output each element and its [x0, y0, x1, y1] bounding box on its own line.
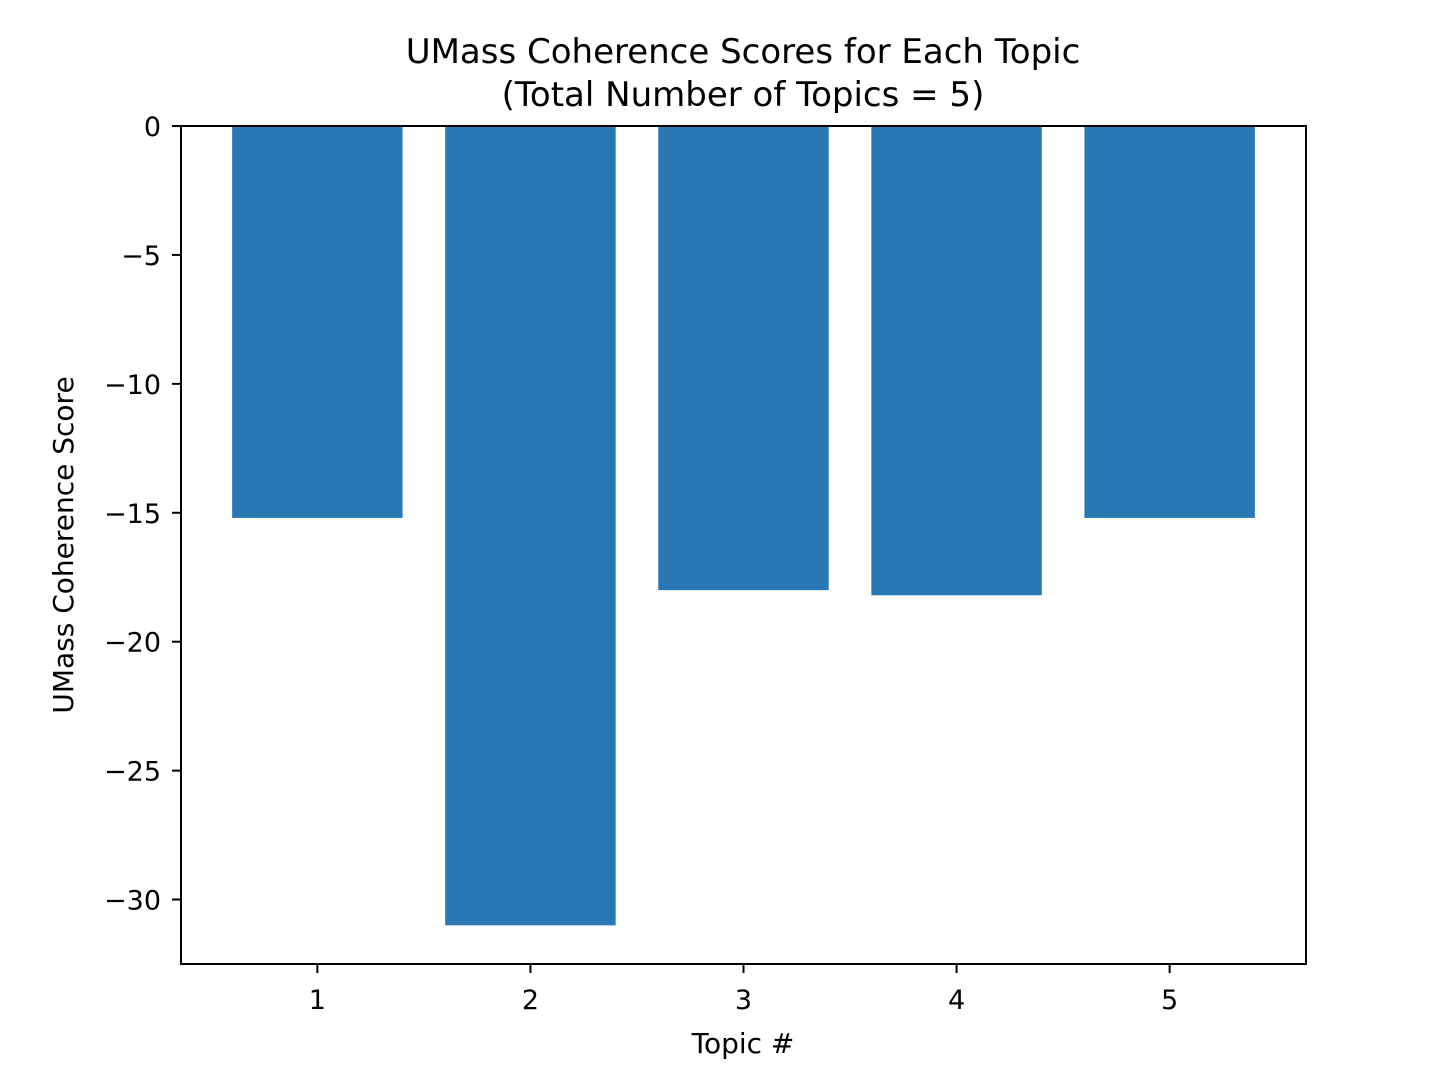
bar-series	[232, 126, 1255, 926]
bar-topic-3	[658, 126, 829, 591]
x-tick-label: 2	[522, 985, 539, 1016]
chart-title: UMass Coherence Scores for Each Topic	[406, 32, 1081, 72]
y-axis-label: UMass Coherence Score	[47, 376, 80, 713]
bar-topic-4	[871, 126, 1042, 596]
x-tick-label: 5	[1161, 985, 1178, 1016]
x-axis-label: Topic #	[691, 1027, 795, 1060]
bar-topic-2	[445, 126, 616, 926]
plot-frame	[180, 125, 1307, 965]
y-tick-label: −20	[104, 628, 161, 659]
y-axis-ticks: 0 −5 −10 −15 −20 −25 −30	[104, 112, 181, 917]
y-tick-label: −15	[104, 499, 161, 530]
x-tick-label: 3	[735, 985, 752, 1016]
y-tick-label: −30	[104, 886, 161, 917]
y-tick-label: 0	[144, 112, 161, 143]
x-tick-label: 4	[948, 985, 965, 1016]
y-tick-label: −10	[104, 370, 161, 401]
bar-topic-1	[232, 126, 403, 518]
x-axis-ticks: 1 2 3 4 5	[309, 964, 1178, 1016]
y-tick-label: −25	[104, 757, 161, 788]
bar-topic-5	[1084, 126, 1255, 518]
chart-subtitle: (Total Number of Topics = 5)	[502, 75, 985, 115]
x-tick-label: 1	[309, 985, 326, 1016]
y-tick-label: −5	[121, 241, 161, 272]
